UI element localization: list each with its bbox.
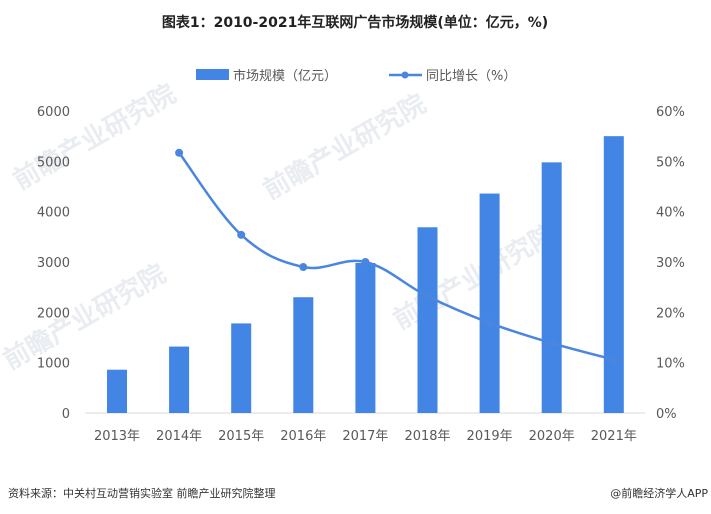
x-tick-label: 2021年 xyxy=(591,429,637,444)
x-tick-label: 2013年 xyxy=(94,429,140,444)
watermark-text: 前瞻产业研究院 xyxy=(258,88,431,206)
y-right-tick-label: 20% xyxy=(656,306,685,321)
x-tick-label: 2019年 xyxy=(467,429,513,444)
legend-line-marker xyxy=(401,71,409,79)
legend: 市场规模（亿元） 同比增长（%） xyxy=(196,68,516,84)
y-left-tick-label: 6000 xyxy=(37,105,70,120)
watermark-text: 前瞻产业研究院 xyxy=(0,258,171,376)
legend-line-label: 同比增长（%） xyxy=(426,69,516,84)
watermark: 前瞻产业研究院 前瞻产业研究院 前瞻产业研究院 前瞻产业研究院 xyxy=(0,78,561,376)
growth-point xyxy=(361,258,370,266)
y-left-tick-label: 1000 xyxy=(37,357,70,372)
growth-point xyxy=(547,339,556,348)
chart-title: 图表1：2010-2021年互联网广告市场规模(单位：亿元，%) xyxy=(162,14,548,31)
y-left-tick-label: 4000 xyxy=(37,206,70,221)
legend-bar-swatch xyxy=(196,69,229,80)
x-tick-label: 2015年 xyxy=(218,429,264,444)
x-tick-label: 2014年 xyxy=(156,429,202,444)
x-tick-label: 2018年 xyxy=(404,429,450,444)
watermark-text: 前瞻产业研究院 xyxy=(8,78,181,196)
bar xyxy=(231,323,252,413)
growth-point xyxy=(423,292,432,301)
bar xyxy=(479,193,500,413)
bar xyxy=(169,346,190,413)
growth-point xyxy=(299,263,308,272)
y-left-tick-label: 2000 xyxy=(37,306,70,321)
y-right-tick-label: 10% xyxy=(656,357,685,372)
source-note: 资料来源：中关村互动营销实验室 前瞻产业研究院整理 xyxy=(8,486,276,500)
growth-point xyxy=(175,148,184,157)
y-right-tick-label: 60% xyxy=(656,105,685,120)
growth-point xyxy=(237,230,246,239)
x-tick-label: 2017年 xyxy=(342,429,388,444)
y-right-tick-label: 0% xyxy=(656,407,677,422)
growth-point xyxy=(485,318,494,327)
bar xyxy=(355,263,376,413)
credit: @前瞻经济学人APP xyxy=(610,486,708,500)
bar xyxy=(603,136,624,413)
growth-point xyxy=(609,355,618,364)
y-right-tick-label: 40% xyxy=(656,206,685,221)
y-left-tick-label: 0 xyxy=(62,407,70,422)
bar xyxy=(417,227,438,413)
bar xyxy=(541,162,562,413)
y-right-tick-label: 30% xyxy=(656,256,685,271)
y-left-tick-label: 3000 xyxy=(37,256,70,271)
y-right-tick-label: 50% xyxy=(656,155,685,170)
x-tick-label: 2020年 xyxy=(529,429,575,444)
bar xyxy=(107,369,127,413)
legend-bar-label: 市场规模（亿元） xyxy=(233,68,337,84)
x-tick-label: 2016年 xyxy=(280,429,326,444)
y-left-tick-label: 5000 xyxy=(37,155,70,170)
bar xyxy=(293,297,314,413)
